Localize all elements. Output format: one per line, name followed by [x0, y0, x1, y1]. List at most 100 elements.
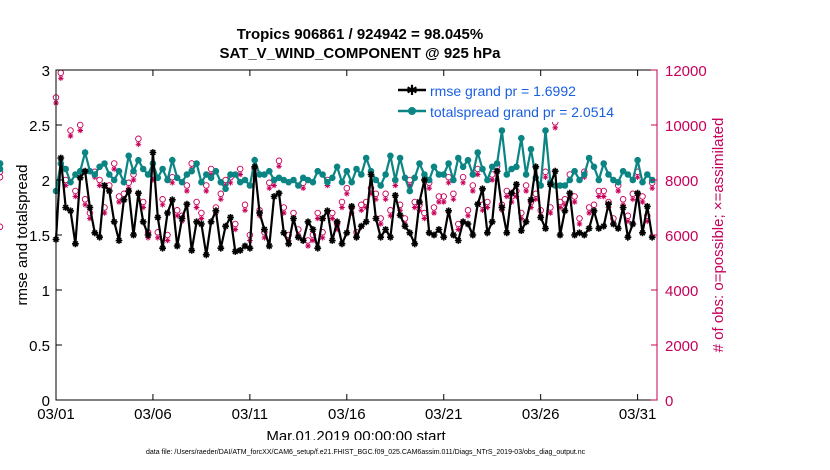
rmse-point: [648, 233, 656, 241]
rmse-point: [445, 207, 452, 215]
totalspread-point: [333, 163, 341, 171]
rmse-point: [367, 171, 375, 178]
obs-possible-point: [67, 127, 74, 134]
rmse-point: [406, 229, 414, 237]
obs-assimilated-point: [155, 234, 161, 241]
totalspread-point: [135, 156, 142, 164]
rmse-point: [484, 229, 491, 237]
obs-assimilated-point: [237, 171, 243, 178]
totalspread-point: [571, 167, 578, 175]
rmse-point: [382, 226, 389, 233]
rmse-point: [580, 231, 588, 239]
x-axis-label: Mar.01,2019 00:00:00 start: [266, 428, 446, 440]
obs-assimilated-point: [319, 234, 326, 241]
rmse-point: [251, 163, 259, 171]
obs-possible-point: [571, 193, 578, 200]
totalspread-point: [232, 171, 239, 178]
obs-assimilated-point: [615, 188, 621, 194]
rmse-point: [619, 204, 627, 211]
totalspread-point: [295, 182, 302, 189]
chart-area: 0 0.5 1 1.5 2 2.5 3 0 2000 4000 6000 8000 10000 12000…: [0, 0, 727, 440]
rmse-point: [231, 248, 239, 255]
rmse-point: [280, 229, 288, 237]
obs-assimilated-point: [596, 193, 602, 200]
rmse-point: [67, 207, 74, 215]
obs-possible-point: [522, 182, 530, 189]
rmse-point: [333, 218, 341, 226]
totalspread-point: [203, 171, 210, 178]
obs-possible-point: [241, 201, 249, 209]
obs-assimilated-point: [159, 201, 166, 208]
rmse-point: [207, 218, 215, 226]
rmse-point: [542, 225, 549, 232]
obs-possible-point: [159, 196, 166, 203]
obs-assimilated-point: [58, 75, 64, 81]
totalspread-point: [522, 171, 530, 178]
totalspread-point: [217, 178, 225, 186]
totalspread-point: [493, 160, 501, 167]
rmse-point: [411, 240, 419, 248]
totalspread-point: [125, 152, 132, 160]
rmse-point: [217, 244, 225, 252]
rmse-point: [391, 192, 399, 199]
rmse-point: [91, 229, 99, 237]
rmse-point: [488, 218, 496, 226]
x-tick-label: 03/21: [425, 406, 463, 423]
obs-assimilated-point: [460, 179, 466, 186]
obs-possible-point: [430, 204, 438, 211]
rmse-point: [595, 225, 603, 232]
rmse-point: [86, 204, 94, 211]
rmse-point: [566, 189, 574, 197]
obs-assimilated-point: [421, 215, 428, 222]
rmse-point: [120, 196, 128, 204]
totalspread-point: [396, 154, 404, 162]
obs-assimilated-point: [72, 193, 79, 200]
rmse-point: [304, 218, 312, 226]
obs-assimilated-point: [140, 204, 146, 211]
totalspread-point: [251, 156, 258, 164]
totalspread-point: [338, 178, 346, 186]
y-tick-label: 0: [42, 393, 50, 410]
y2-tick-label: 0: [665, 393, 673, 410]
totalspread-point: [324, 178, 331, 186]
totalspread-point: [464, 156, 472, 164]
obs-assimilated-point: [198, 215, 205, 222]
totalspread-point: [193, 160, 200, 167]
rmse-point: [76, 174, 84, 182]
rmse-point: [464, 220, 472, 228]
obs-possible-point: [232, 220, 239, 228]
obs-assimilated-point: [111, 166, 117, 172]
rmse-point: [290, 215, 297, 222]
rmse-point: [629, 220, 637, 228]
rmse-point: [643, 203, 651, 210]
totalspread-point: [106, 171, 113, 178]
totalspread-point: [362, 154, 370, 162]
rmse-point: [72, 240, 79, 248]
obs-assimilated-point: [600, 193, 607, 200]
rmse-point: [551, 167, 559, 175]
rmse-point: [401, 222, 409, 230]
x-tick-label: 03/06: [134, 406, 172, 423]
rmse-point: [416, 198, 423, 206]
obs-assimilated-point: [300, 185, 306, 191]
rmse-point: [503, 229, 511, 237]
totalspread-point: [348, 178, 356, 186]
rmse-point: [241, 242, 249, 250]
rmse-point: [532, 163, 540, 171]
obs-assimilated-point: [271, 182, 277, 189]
rmse-point: [440, 233, 448, 241]
obs-assimilated-point: [557, 204, 563, 211]
rmse-point: [396, 211, 404, 219]
totalspread-point: [0, 160, 4, 167]
obs-assimilated-point: [503, 193, 510, 200]
obs-assimilated-point: [455, 226, 462, 233]
obs-assimilated-point: [533, 196, 539, 203]
obs-possible-point: [639, 193, 646, 200]
totalspread-point: [469, 171, 477, 178]
obs-assimilated-point: [513, 193, 520, 200]
rmse-point: [96, 233, 103, 241]
y-tick-label: 3: [42, 63, 50, 80]
y2-tick-label: 2000: [665, 338, 698, 355]
totalspread-point: [207, 174, 215, 182]
legend-rmse-label: rmse grand pr = 1.6992: [430, 83, 576, 99]
